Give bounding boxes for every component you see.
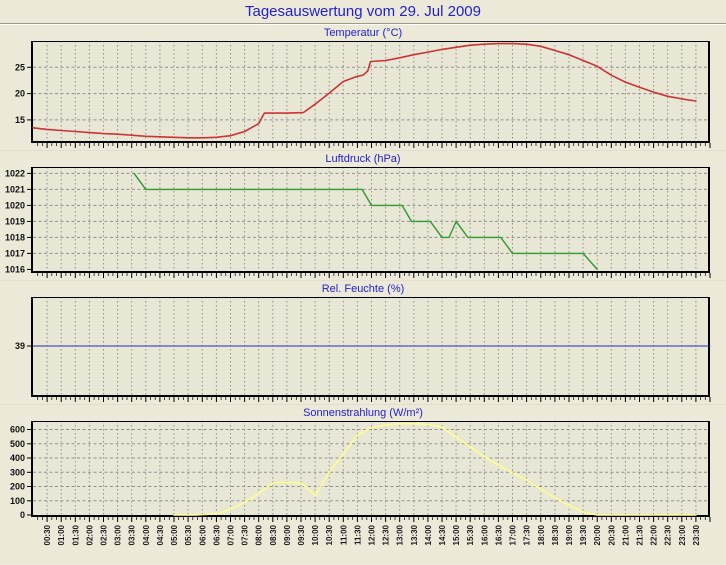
svg-text:15: 15	[15, 115, 25, 125]
solar-chart-title: Sonnenstrahlung (W/m²)	[303, 407, 423, 419]
svg-text:06:00: 06:00	[198, 524, 207, 545]
svg-text:13:30: 13:30	[410, 524, 419, 545]
svg-text:05:00: 05:00	[170, 524, 179, 545]
svg-text:19:00: 19:00	[565, 524, 574, 545]
svg-text:10:00: 10:00	[311, 524, 320, 545]
svg-text:300: 300	[10, 467, 25, 477]
svg-text:20:30: 20:30	[607, 524, 616, 545]
svg-text:09:30: 09:30	[297, 524, 306, 545]
svg-text:07:00: 07:00	[227, 524, 236, 545]
svg-text:03:00: 03:00	[114, 524, 123, 545]
panel-humidity: Rel. Feuchte (%) 39	[0, 281, 726, 405]
svg-text:20: 20	[15, 89, 25, 99]
svg-text:15:30: 15:30	[466, 524, 475, 545]
panel-solar: Sonnenstrahlung (W/m²) 0 100 200 300 400 500 6…	[0, 405, 726, 565]
svg-text:25: 25	[15, 62, 25, 72]
svg-text:500: 500	[10, 439, 25, 449]
svg-text:23:30: 23:30	[692, 524, 701, 545]
svg-text:06:30: 06:30	[212, 524, 221, 545]
solar-chart: 0 100 200 300 400 500 600 00:30 01:00 01:30 02:00 0…	[0, 420, 726, 563]
svg-text:11:00: 11:00	[339, 524, 348, 545]
svg-text:15:00: 15:00	[452, 524, 461, 545]
temperature-chart: 15 20 25	[0, 40, 726, 148]
svg-text:1021: 1021	[5, 184, 25, 194]
svg-text:400: 400	[10, 453, 25, 463]
svg-text:10:30: 10:30	[325, 524, 334, 545]
svg-text:600: 600	[10, 425, 25, 435]
panel-temperature: Temperatur (°C) 15 20 25	[0, 25, 726, 151]
page-title: Tagesauswertung vom 29. Jul 2009	[245, 3, 481, 20]
svg-text:00:30: 00:30	[43, 524, 52, 545]
svg-text:23:00: 23:00	[678, 524, 687, 545]
svg-text:08:30: 08:30	[269, 524, 278, 545]
humidity-chart: 39	[0, 296, 726, 402]
pressure-chart-title: Luftdruck (hPa)	[325, 153, 401, 165]
svg-text:1020: 1020	[5, 200, 25, 210]
pressure-chart: 1016 1017 1018 1019 1020 1021 1022	[0, 166, 726, 278]
svg-text:21:00: 21:00	[621, 524, 630, 545]
svg-text:0: 0	[20, 510, 25, 520]
svg-text:03:30: 03:30	[128, 524, 137, 545]
svg-text:17:00: 17:00	[509, 524, 518, 545]
svg-text:09:00: 09:00	[283, 524, 292, 545]
svg-text:22:00: 22:00	[650, 524, 659, 545]
svg-text:39: 39	[15, 341, 25, 351]
temperature-chart-title: Temperatur (°C)	[323, 27, 403, 39]
svg-text:12:00: 12:00	[368, 524, 377, 545]
svg-text:13:00: 13:00	[396, 524, 405, 545]
svg-text:20:00: 20:00	[593, 524, 602, 545]
svg-text:21:30: 21:30	[636, 524, 645, 545]
svg-text:17:30: 17:30	[523, 524, 532, 545]
svg-text:07:30: 07:30	[241, 524, 250, 545]
panel-pressure: Luftdruck (hPa) 1016 1017 1018 1019 1020 1021…	[0, 151, 726, 281]
svg-text:02:00: 02:00	[85, 524, 94, 545]
svg-text:19:30: 19:30	[579, 524, 588, 545]
svg-text:1016: 1016	[5, 264, 25, 274]
svg-text:100: 100	[10, 496, 25, 506]
svg-text:08:00: 08:00	[255, 524, 264, 545]
svg-text:200: 200	[10, 482, 25, 492]
svg-text:18:00: 18:00	[537, 524, 546, 545]
header-separator	[0, 23, 726, 25]
svg-text:02:30: 02:30	[100, 524, 109, 545]
svg-text:01:30: 01:30	[71, 524, 80, 545]
svg-text:05:30: 05:30	[184, 524, 193, 545]
svg-text:16:00: 16:00	[480, 524, 489, 545]
svg-text:16:30: 16:30	[494, 524, 503, 545]
humidity-chart-title: Rel. Feuchte (%)	[321, 283, 405, 295]
svg-text:14:00: 14:00	[424, 524, 433, 545]
svg-text:1017: 1017	[5, 248, 25, 258]
svg-text:1019: 1019	[5, 216, 25, 226]
svg-text:12:30: 12:30	[382, 524, 391, 545]
svg-text:22:30: 22:30	[664, 524, 673, 545]
svg-text:01:00: 01:00	[57, 524, 66, 545]
svg-text:18:30: 18:30	[551, 524, 560, 545]
svg-text:1022: 1022	[5, 168, 25, 178]
svg-text:11:30: 11:30	[353, 524, 362, 545]
svg-text:04:00: 04:00	[142, 524, 151, 545]
svg-text:04:30: 04:30	[156, 524, 165, 545]
svg-text:14:30: 14:30	[438, 524, 447, 545]
svg-text:1018: 1018	[5, 232, 25, 242]
